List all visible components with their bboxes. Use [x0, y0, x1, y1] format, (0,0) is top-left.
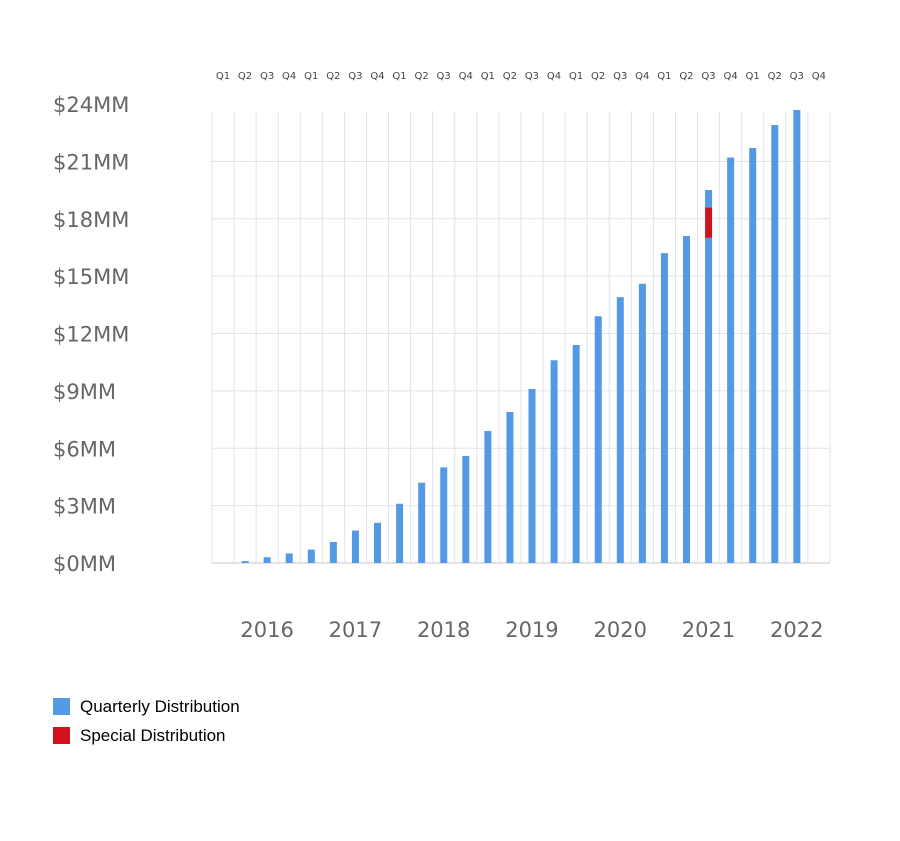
quarter-label: Q3 — [260, 71, 274, 82]
quarter-label: Q2 — [503, 71, 517, 82]
quarter-label: Q4 — [547, 71, 561, 82]
legend: Quarterly Distribution Special Distribut… — [53, 692, 240, 750]
y-tick-label: $24MM — [53, 93, 129, 117]
quarter-label: Q4 — [723, 71, 737, 82]
quarter-label: Q4 — [282, 71, 296, 82]
legend-label-quarterly: Quarterly Distribution — [80, 696, 240, 716]
bar-quarterly — [771, 125, 779, 563]
bar-quarterly — [616, 297, 624, 563]
bar-quarterly — [307, 549, 315, 563]
quarter-label: Q1 — [657, 71, 671, 82]
quarter-label: Q4 — [635, 71, 649, 82]
bar-quarterly — [351, 530, 359, 563]
quarter-label: Q1 — [481, 71, 495, 82]
quarter-label: Q3 — [437, 71, 451, 82]
bar-quarterly — [705, 190, 713, 208]
quarter-label: Q1 — [216, 71, 230, 82]
bars — [241, 110, 801, 564]
bar-quarterly — [241, 561, 249, 563]
y-tick-label: $0MM — [53, 552, 116, 576]
bar-quarterly — [638, 283, 646, 563]
bar-quarterly — [418, 482, 426, 563]
quarter-label: Q2 — [591, 71, 605, 82]
bar-quarterly — [374, 522, 382, 563]
y-tick-label: $9MM — [53, 380, 116, 404]
quarter-label: Q2 — [238, 71, 252, 82]
bar-quarterly — [506, 411, 514, 563]
quarter-label: Q4 — [459, 71, 473, 82]
year-label: 2021 — [682, 618, 735, 642]
quarter-label: Q4 — [812, 71, 826, 82]
quarter-label: Q2 — [414, 71, 428, 82]
quarter-label: Q1 — [569, 71, 583, 82]
bar-quarterly — [396, 503, 404, 563]
quarter-label: Q3 — [790, 71, 804, 82]
quarter-labels: Q1 Q2 Q3 Q4 Q1 Q2 Q3 Q4 Q1 Q2 Q3 Q4 Q1 Q2 Q3 Q4 Q1 Q2 Q3 Q4… — [216, 71, 826, 82]
quarter-label: Q2 — [768, 71, 782, 82]
quarter-label: Q3 — [701, 71, 715, 82]
quarter-label: Q3 — [348, 71, 362, 82]
legend-swatch-quarterly — [53, 698, 70, 715]
bar-quarterly — [705, 237, 713, 563]
legend-swatch-special — [53, 727, 70, 744]
year-label: 2019 — [505, 618, 558, 642]
bar-quarterly — [793, 110, 801, 563]
bar-quarterly — [329, 541, 337, 563]
bar-quarterly — [440, 467, 448, 563]
quarter-label: Q2 — [679, 71, 693, 82]
legend-label-special: Special Distribution — [80, 725, 226, 745]
bar-quarterly — [550, 360, 558, 563]
bar-quarterly — [749, 147, 757, 564]
y-tick-label: $3MM — [53, 495, 116, 519]
y-axis-ticks: $0MM $3MM $6MM $9MM $12MM $15MM $18MM $21MM $24M… — [53, 93, 129, 576]
year-label: 2020 — [593, 618, 646, 642]
year-label: 2017 — [329, 618, 382, 642]
bar-quarterly — [727, 157, 735, 564]
bar-special — [705, 207, 713, 238]
legend-item-special: Special Distribution — [53, 721, 240, 750]
bar-quarterly — [285, 553, 293, 563]
y-tick-label: $6MM — [53, 437, 116, 461]
y-tick-label: $21MM — [53, 150, 129, 174]
year-label: 2022 — [770, 618, 823, 642]
bar-quarterly — [572, 344, 580, 563]
year-label: 2018 — [417, 618, 470, 642]
quarter-label: Q3 — [613, 71, 627, 82]
y-tick-label: $12MM — [53, 323, 129, 347]
bar-quarterly — [263, 557, 271, 563]
year-label: 2016 — [240, 618, 293, 642]
bar-quarterly — [594, 316, 602, 563]
bar-quarterly — [660, 253, 668, 564]
quarter-label: Q4 — [370, 71, 384, 82]
legend-item-quarterly: Quarterly Distribution — [53, 692, 240, 721]
grid-lines — [211, 111, 831, 564]
bar-quarterly — [528, 388, 536, 563]
y-tick-label: $18MM — [53, 208, 129, 232]
bar-quarterly — [462, 455, 470, 563]
quarter-label: Q1 — [392, 71, 406, 82]
quarter-label: Q1 — [746, 71, 760, 82]
year-labels: 2016 2017 2018 2019 2020 2021 2022 — [240, 618, 823, 642]
bar-quarterly — [484, 431, 492, 563]
y-tick-label: $15MM — [53, 265, 129, 289]
quarter-label: Q1 — [304, 71, 318, 82]
bar-quarterly — [683, 235, 691, 563]
quarter-label: Q3 — [525, 71, 539, 82]
quarter-label: Q2 — [326, 71, 340, 82]
